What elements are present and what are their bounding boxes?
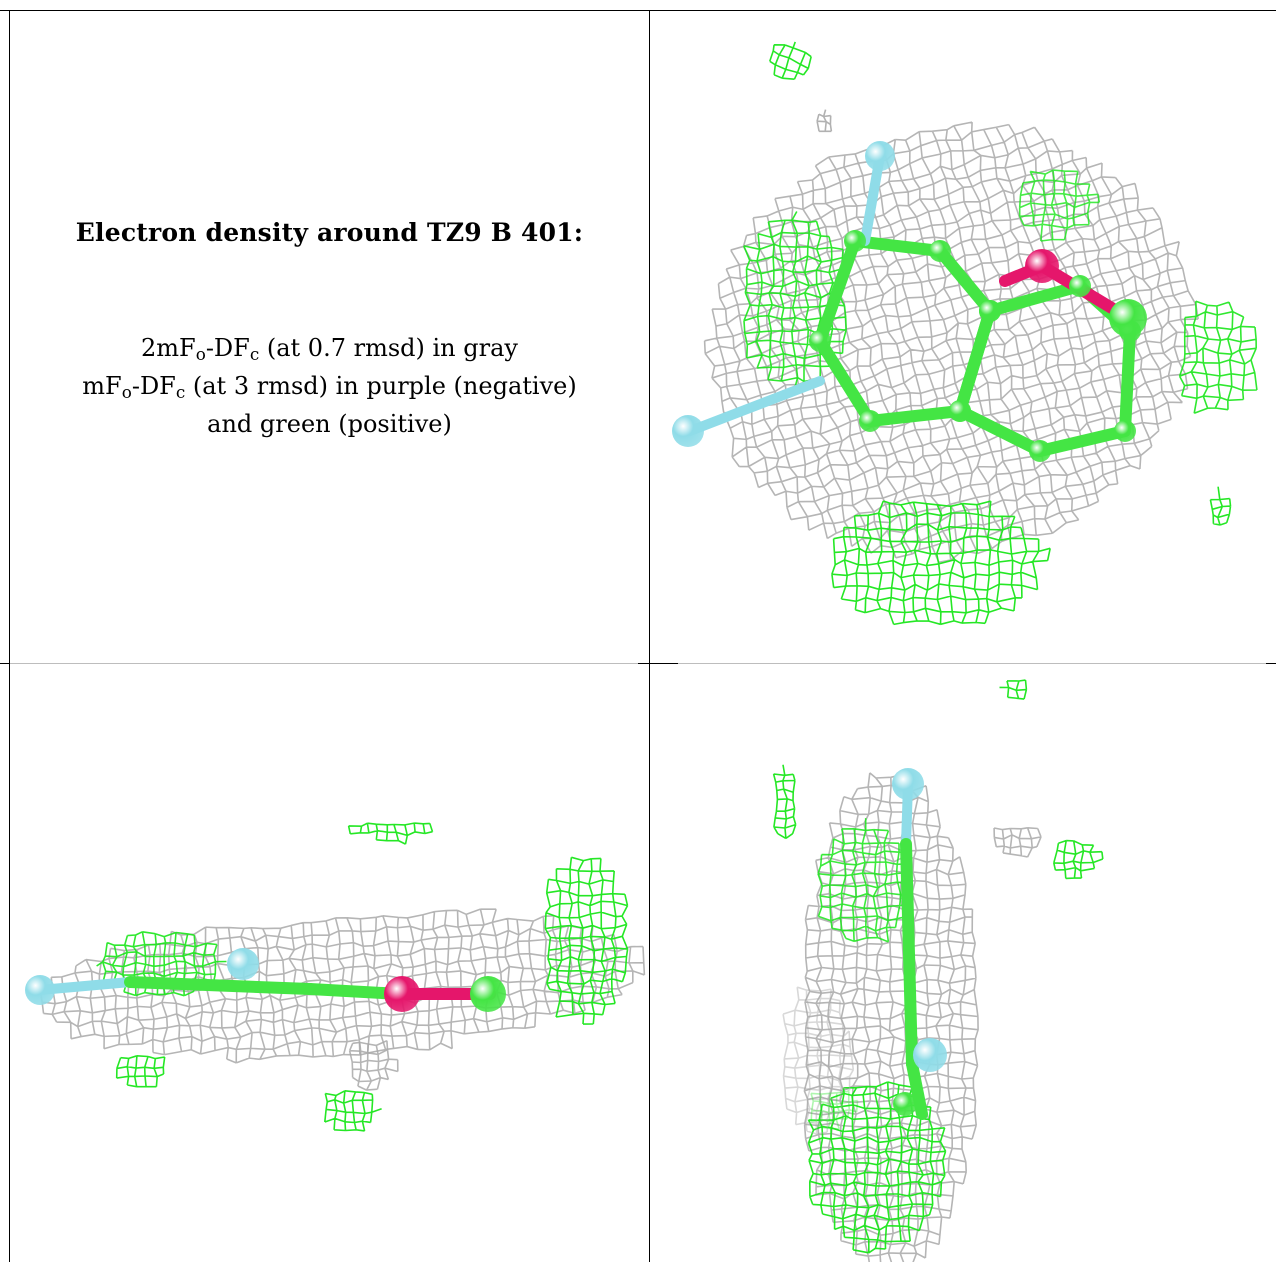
caption-cell: Electron density around TZ9 B 401: 2mFo-…: [10, 11, 649, 663]
carbon-bond: [984, 280, 1086, 317]
carbon-bond: [1119, 325, 1136, 437]
gray-density-blob: [993, 827, 1042, 858]
halogen-atom: [913, 1038, 947, 1072]
carbon-atom: [470, 976, 506, 1012]
density-view-end: [650, 664, 1276, 1262]
halogen-bond: [35, 977, 135, 995]
carbon-atom: [893, 1092, 917, 1116]
green-density-mesh-middle: [817, 818, 913, 943]
carbon-bond: [900, 838, 918, 1070]
row-tick-left: [0, 663, 10, 664]
carbon-bond: [814, 235, 861, 347]
caption-line-2mfo: 2mFo-DFc (at 0.7 rmsd) in gray: [141, 334, 518, 364]
row-divider-right: [650, 663, 1268, 664]
gray-density-mesh: [703, 121, 1199, 564]
green-density-mesh-upper: [1018, 169, 1101, 242]
green-density-mesh-left: [96, 931, 227, 997]
density-view-top: [650, 11, 1276, 663]
top-border: [0, 10, 1276, 11]
row-divider-left: [10, 663, 649, 664]
carbon-atom: [859, 410, 881, 432]
green-density-blob-left: [772, 764, 797, 840]
halogen-bond-left: [685, 376, 825, 436]
halogen-atom: [892, 768, 924, 800]
caption-line-green: and green (positive): [207, 410, 452, 438]
halogen-atom: [227, 948, 259, 980]
green-density-blob-right: [1053, 839, 1104, 880]
carbon-atom: [844, 230, 866, 252]
carbon-atom: [1029, 440, 1051, 462]
density-view-side: [10, 664, 649, 1262]
green-density-blob-top: [347, 822, 434, 845]
halogen-atom: [672, 415, 704, 447]
carbon-atom: [1069, 275, 1091, 297]
carbon-bond: [954, 305, 996, 417]
carbon-bond: [864, 405, 966, 427]
green-density-blob-top: [999, 679, 1028, 700]
carbon-atom: [949, 400, 971, 422]
row-tick-center: [638, 663, 678, 664]
gray-density-blob: [348, 1039, 399, 1091]
green-density-mesh-bottom: [807, 1081, 947, 1254]
carbon-atom: [809, 330, 831, 352]
green-density-blob-1: [769, 41, 812, 81]
carbon-bond: [1034, 425, 1131, 457]
carbon-atom: [1114, 420, 1136, 442]
gray-density-ghost: [782, 986, 855, 1135]
carbon-bond: [124, 976, 316, 995]
gray-density-mesh: [803, 772, 979, 1262]
green-density-blob-2: [1209, 486, 1232, 526]
figure-title: Electron density around TZ9 B 401:: [75, 218, 584, 247]
caption-line-mfo: mFo-DFc (at 3 rmsd) in purple (negative): [82, 372, 577, 402]
green-density-mesh-right: [544, 856, 629, 1025]
row-tick-right: [1266, 663, 1276, 664]
green-density-ghost: [810, 1090, 859, 1130]
center-divider: [649, 10, 650, 1262]
carbon-atom: [979, 300, 1001, 322]
carbon-atom: [929, 240, 951, 262]
carbon-bond: [954, 405, 1046, 457]
green-density-mesh-right: [1178, 300, 1258, 415]
oxygen-atom: [384, 976, 420, 1012]
caption-text: 2mFo-DFc (at 0.7 rmsd) in gray mFo-DFc (…: [10, 329, 649, 443]
green-density-mesh-left: [743, 211, 847, 391]
oxygen-atom: [1025, 249, 1059, 283]
gray-density-blob: [816, 109, 833, 133]
carbon-bond: [934, 245, 996, 317]
halogen-atom: [25, 975, 55, 1005]
halogen-atom: [865, 141, 895, 171]
green-density-blob-bottom: [324, 1090, 382, 1132]
carbon-bond: [814, 335, 876, 427]
green-density-blob-bottom-left: [115, 1055, 166, 1088]
green-density-mesh-bottom: [831, 500, 1051, 626]
carbon-bond: [906, 1058, 928, 1120]
carbon-atom: [1109, 299, 1147, 337]
left-border: [9, 10, 10, 1262]
